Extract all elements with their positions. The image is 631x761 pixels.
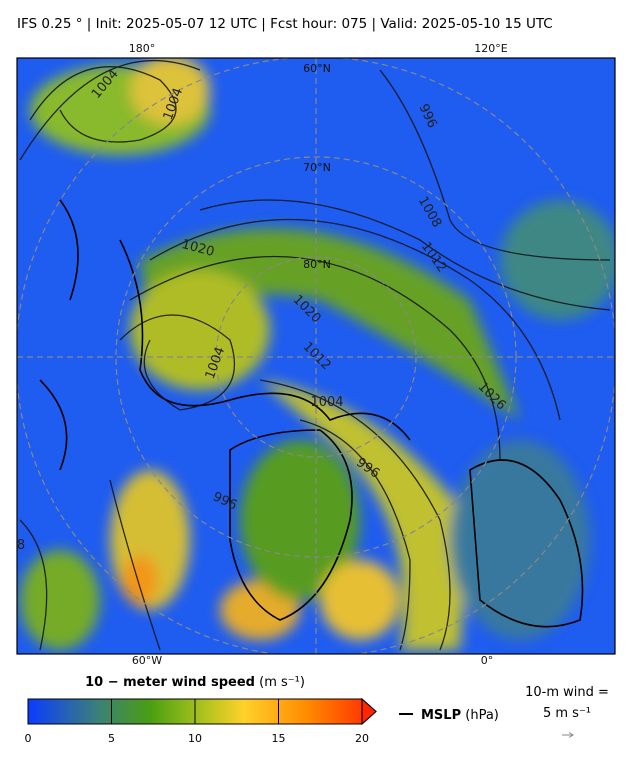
colorbar-label: 10 − meter wind speed <box>85 675 255 690</box>
lat-label: 60°N <box>303 62 331 75</box>
colorbar-title: 10 − meter wind speed (m s⁻¹) <box>85 675 305 690</box>
colorbar-tick-label: 20 <box>355 732 369 745</box>
wind-ref-label: 10-m wind = <box>525 685 609 700</box>
map <box>17 58 615 654</box>
colorbar-tick-label: 0 <box>25 732 32 745</box>
colorbar-extend <box>361 697 377 726</box>
mslp-units: (hPa) <box>465 708 499 723</box>
colorbar-tick-label: 15 <box>272 732 286 745</box>
lon-label: 180° <box>129 42 156 55</box>
lon-label: 0° <box>481 654 494 667</box>
lon-label: 120°E <box>474 42 507 55</box>
lon-label: 60°W <box>132 654 162 667</box>
map-frame <box>16 57 616 655</box>
lat-label: 70°N <box>303 161 331 174</box>
colorbar-tick-label: 5 <box>108 732 115 745</box>
colorbar-ticks: 0 5 10 15 20 <box>25 699 369 745</box>
isobar-label: 1004 <box>310 395 343 410</box>
colorbar-tick-label: 10 <box>188 732 202 745</box>
isobar-label: 8 <box>17 538 25 553</box>
wind-ref-arrow <box>562 732 574 738</box>
colorbar-units: (m s⁻¹) <box>259 675 305 690</box>
wind-ref-value: 5 m s⁻¹ <box>543 706 591 721</box>
mslp-label: MSLP <box>421 708 461 723</box>
mslp-legend: MSLP (hPa) <box>421 708 499 723</box>
lat-label: 80°N <box>303 258 331 271</box>
title: IFS 0.25 ° | Init: 2025-05-07 12 UTC | F… <box>17 16 553 32</box>
colorbar <box>27 698 377 725</box>
